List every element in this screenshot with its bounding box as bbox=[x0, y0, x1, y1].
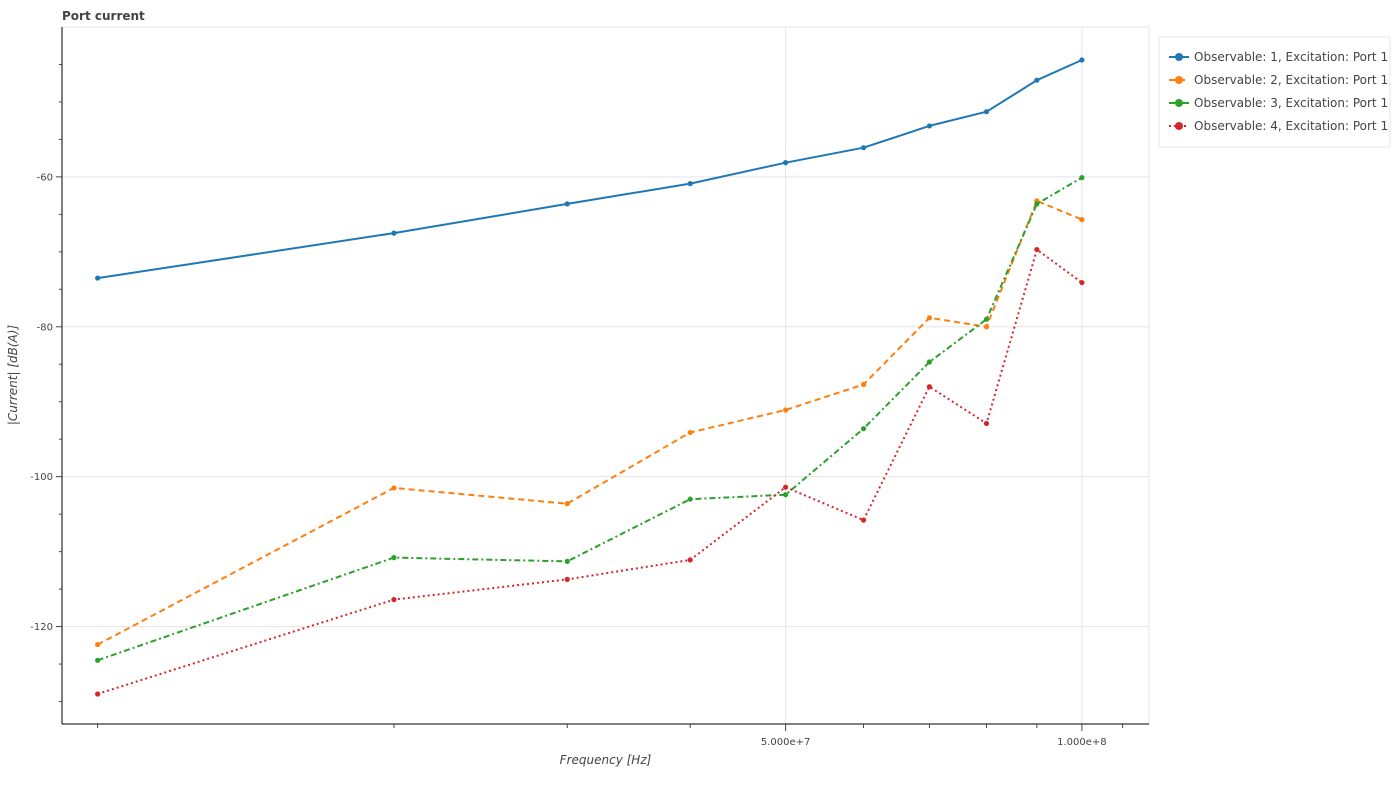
data-point bbox=[926, 315, 933, 321]
data-point bbox=[983, 316, 990, 322]
data-point bbox=[95, 275, 101, 281]
data-point bbox=[1079, 279, 1085, 286]
data-point bbox=[1034, 201, 1040, 207]
data-point bbox=[860, 145, 867, 151]
data-point bbox=[95, 691, 101, 697]
legend-swatch-marker bbox=[1175, 122, 1183, 130]
data-point bbox=[687, 557, 693, 563]
series-line-3 bbox=[97, 176, 1083, 662]
series-line-2 bbox=[97, 199, 1083, 646]
legend-label: Observable: 2, Excitation: Port 1 bbox=[1194, 73, 1388, 87]
x-tick-label: 5.000e+7 bbox=[761, 737, 811, 748]
y-tick-label: -80 bbox=[37, 322, 53, 333]
data-point bbox=[564, 501, 570, 507]
data-point bbox=[564, 576, 570, 582]
data-point bbox=[783, 492, 789, 498]
grid bbox=[62, 27, 1149, 724]
y-tick-label: -60 bbox=[37, 172, 53, 183]
data-point bbox=[860, 517, 867, 523]
y-tick-label: -120 bbox=[30, 622, 53, 633]
data-point bbox=[687, 429, 693, 436]
data-point bbox=[1079, 57, 1085, 63]
series-line-1 bbox=[97, 59, 1083, 280]
legend-label: Observable: 4, Excitation: Port 1 bbox=[1194, 119, 1388, 133]
legend-label: Observable: 3, Excitation: Port 1 bbox=[1194, 96, 1388, 110]
data-point bbox=[983, 420, 990, 427]
y-tick-label: -100 bbox=[30, 472, 53, 483]
data-point bbox=[1079, 175, 1085, 181]
legend-swatch-marker bbox=[1175, 99, 1183, 107]
data-point bbox=[860, 381, 867, 388]
data-point bbox=[783, 484, 789, 490]
legend-label: Observable: 1, Excitation: Port 1 bbox=[1194, 50, 1388, 64]
data-point bbox=[983, 324, 990, 330]
axes: -60 -80 -100 -120 5.000e+7 1.000e+8 bbox=[30, 27, 1149, 748]
data-point bbox=[564, 201, 570, 207]
data-point bbox=[687, 181, 693, 187]
data-point bbox=[391, 230, 397, 236]
series-lines bbox=[95, 57, 1085, 697]
data-point bbox=[783, 160, 789, 166]
data-point bbox=[926, 359, 933, 365]
data-point bbox=[860, 426, 867, 432]
x-axis-title: Frequency [Hz] bbox=[560, 753, 652, 767]
data-point bbox=[391, 555, 397, 561]
data-point bbox=[783, 407, 789, 413]
data-point bbox=[95, 657, 101, 663]
x-tick-label: 1.000e+8 bbox=[1057, 737, 1107, 748]
plot-frame bbox=[61, 26, 1150, 725]
data-point bbox=[926, 123, 933, 129]
series-line-4 bbox=[97, 248, 1083, 695]
data-point bbox=[983, 109, 990, 115]
legend-swatch-marker bbox=[1175, 76, 1183, 84]
data-point bbox=[687, 496, 693, 502]
legend-swatch-marker bbox=[1175, 53, 1183, 61]
data-point bbox=[564, 558, 570, 564]
y-axis-title: |Current| [dB(A)] bbox=[6, 325, 20, 426]
data-point bbox=[1034, 77, 1040, 83]
data-point bbox=[391, 485, 397, 491]
data-point bbox=[391, 596, 397, 603]
chart-title: Port current bbox=[62, 9, 145, 23]
data-point bbox=[95, 641, 101, 648]
legend: Observable: 1, Excitation: Port 1 Observa… bbox=[1158, 36, 1391, 148]
data-point bbox=[1034, 246, 1040, 253]
legend-box bbox=[1158, 36, 1391, 148]
data-point bbox=[1079, 217, 1085, 223]
data-point bbox=[926, 384, 933, 390]
